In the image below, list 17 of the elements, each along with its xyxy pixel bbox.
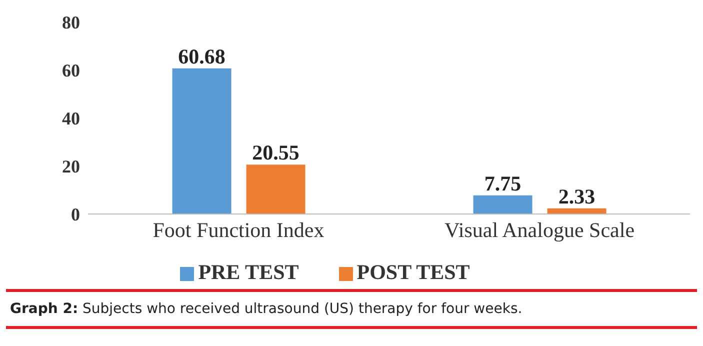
data-label: 7.75 xyxy=(484,171,522,196)
data-label: 60.68 xyxy=(178,44,226,68)
y-tick-label: 60 xyxy=(62,60,80,80)
y-tick-label: 0 xyxy=(71,204,80,224)
bar xyxy=(473,195,532,214)
bar xyxy=(172,68,232,214)
legend-label: POST TEST xyxy=(356,260,470,284)
data-label: 20.55 xyxy=(252,140,300,165)
y-tick-label: 80 xyxy=(62,12,80,32)
y-tick-label: 40 xyxy=(62,108,80,128)
bar xyxy=(246,164,306,214)
data-label: 2.33 xyxy=(558,184,596,208)
x-tick-label: Visual Analogue Scale xyxy=(444,218,635,242)
x-tick-label: Foot Function Index xyxy=(152,218,325,242)
y-tick-label: 20 xyxy=(62,156,80,176)
legend-label: PRE TEST xyxy=(198,260,299,284)
caption: Graph 2: Subjects who received ultrasound (US) therapy for four weeks. xyxy=(9,300,524,319)
